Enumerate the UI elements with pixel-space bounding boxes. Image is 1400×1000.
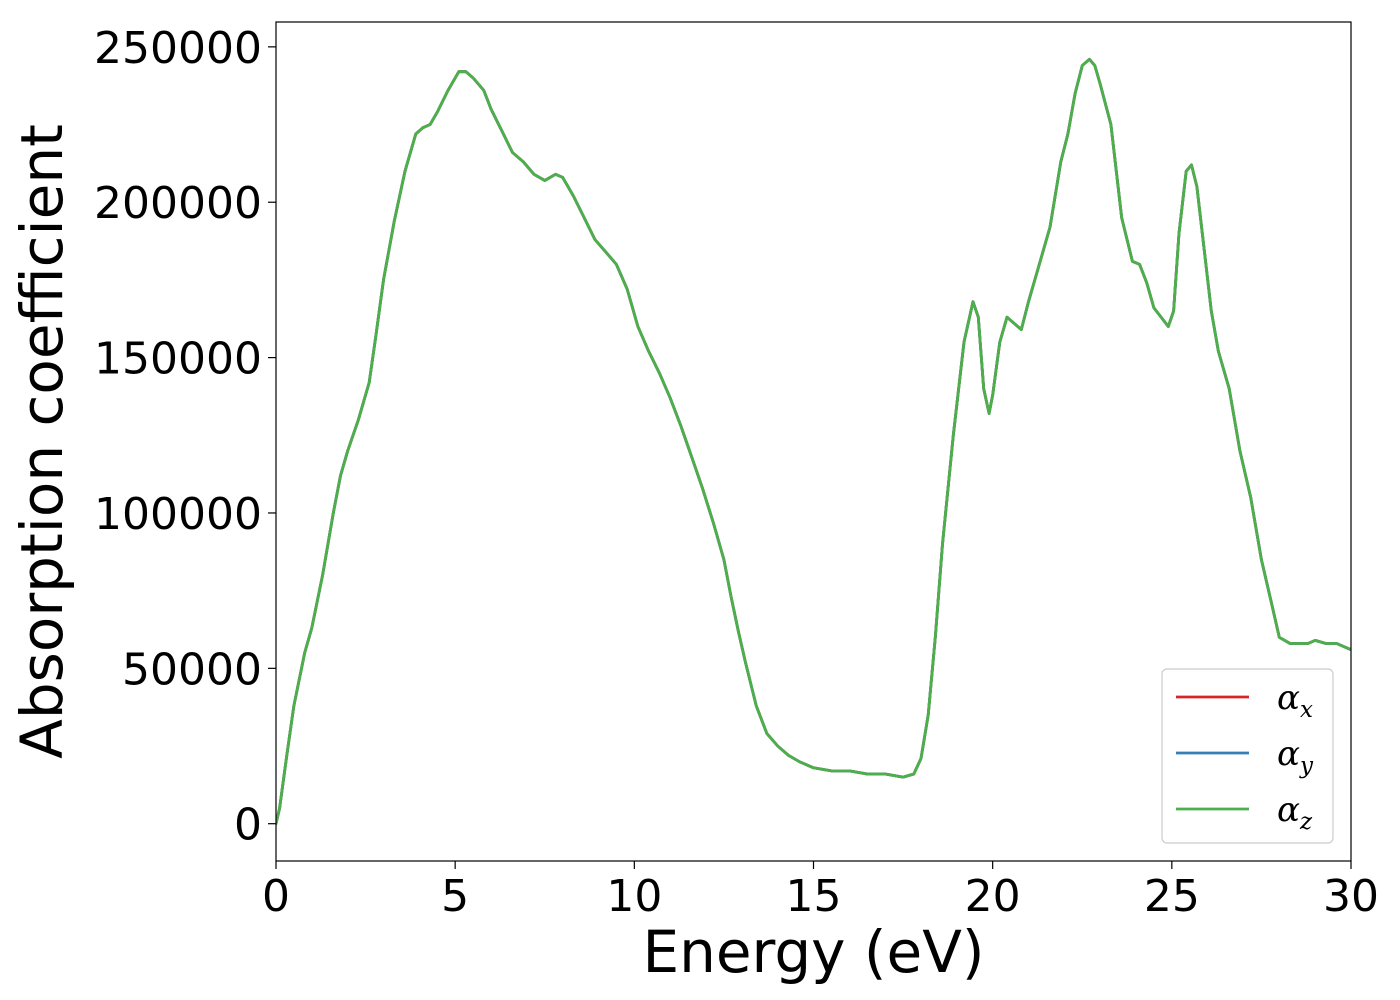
x-axis-label: Energy (eV) (642, 918, 984, 986)
x-tick-label: 10 (606, 871, 662, 922)
y-tick-label: 100000 (94, 489, 262, 540)
x-tick-label: 15 (786, 871, 842, 922)
y-tick-label: 0 (234, 800, 262, 851)
legend-item-z: αz (1176, 790, 1313, 835)
x-tick-label: 0 (262, 871, 290, 922)
legend-label: αy (1277, 734, 1314, 779)
x-tick-label: 5 (441, 871, 469, 922)
y-tick-label: 50000 (122, 644, 262, 695)
y-tick-label: 250000 (94, 23, 262, 74)
legend-label: αx (1277, 678, 1313, 723)
x-tick-label: 30 (1323, 871, 1379, 922)
y-tick-label: 150000 (94, 334, 262, 385)
y-axis-ticks: 0 50000 100000 150000 200000 250000 (94, 23, 276, 851)
y-axis-label: Absorption coefficient (8, 124, 76, 759)
legend-label: αz (1277, 790, 1313, 835)
series-layer (276, 57, 1351, 826)
x-tick-label: 20 (965, 871, 1021, 922)
series-line-z (276, 57, 1351, 826)
legend-box (1161, 668, 1334, 844)
legend: αx αy αz (1161, 668, 1334, 844)
legend-item-y: αy (1176, 734, 1314, 779)
y-tick-label: 200000 (94, 178, 262, 229)
x-tick-label: 25 (1144, 871, 1200, 922)
legend-item-x: αx (1176, 678, 1313, 723)
x-axis-ticks: 0 5 10 15 20 25 30 (262, 861, 1379, 922)
